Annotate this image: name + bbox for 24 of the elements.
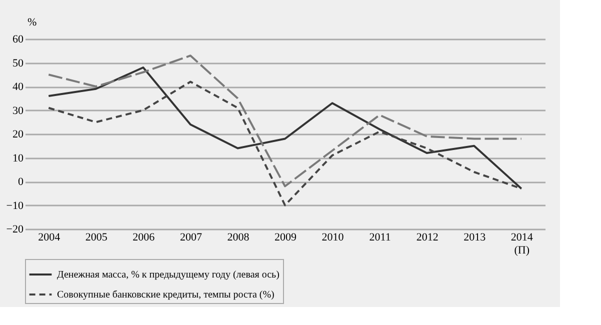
x-tick-label: 2012	[416, 232, 438, 244]
x-tick-label: 2013	[464, 232, 486, 244]
y-tick-label: −10	[6, 200, 24, 212]
x-tick-label: 2006	[132, 232, 156, 244]
x-tick-label: 2008	[227, 232, 250, 244]
y-tick-label: 60	[12, 34, 24, 46]
y-axis-title: %	[28, 16, 37, 28]
x-tick-label: 2005	[85, 232, 108, 244]
x-tick-label: 2007	[180, 232, 202, 244]
x-tick-label: 2010	[322, 232, 344, 244]
legend-label: Денежная масса, % к предыдущему году (левая ось)	[57, 270, 280, 280]
y-tick-label: 0	[18, 176, 24, 188]
line-series	[48, 80, 522, 206]
legend-label: Совокупные банковские кредиты, темпы роста (%)	[57, 290, 274, 300]
y-tick-label: 10	[12, 152, 24, 164]
y-tick-label: 20	[12, 128, 24, 140]
x-tick-label: 2009	[274, 232, 297, 244]
y-tick-label: 40	[12, 81, 24, 93]
x-tick-label: 2014 (П)	[510, 232, 534, 256]
y-tick-label: −20	[6, 224, 24, 236]
x-tick-label: 2004	[38, 232, 61, 244]
y-tick-label: 50	[12, 57, 24, 70]
x-tick-label: 2011	[369, 232, 391, 244]
y-tick-label: 30	[12, 104, 24, 117]
